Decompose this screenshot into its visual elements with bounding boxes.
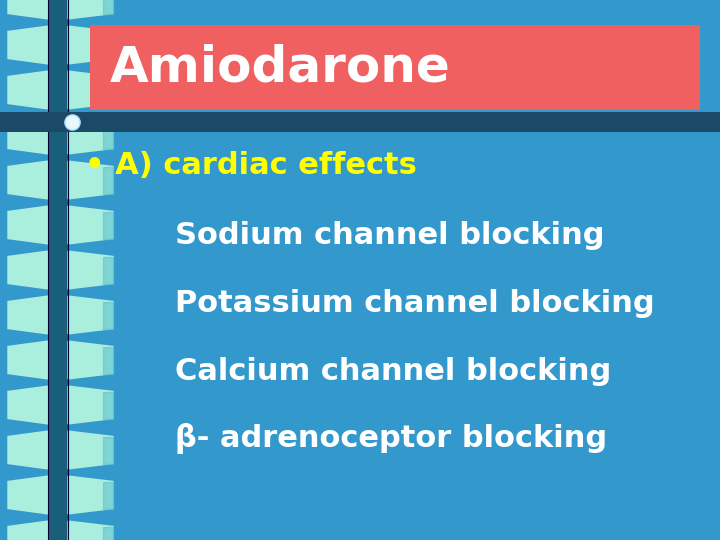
Polygon shape xyxy=(68,251,113,289)
Polygon shape xyxy=(103,392,113,418)
Polygon shape xyxy=(68,0,113,19)
Polygon shape xyxy=(103,436,113,463)
Polygon shape xyxy=(68,386,113,424)
Polygon shape xyxy=(8,296,48,334)
Bar xyxy=(90,25,700,110)
Polygon shape xyxy=(68,521,113,540)
Polygon shape xyxy=(103,166,113,193)
Bar xyxy=(0,112,720,132)
Polygon shape xyxy=(68,161,113,199)
Polygon shape xyxy=(103,0,113,14)
Polygon shape xyxy=(103,482,113,509)
Text: Calcium channel blocking: Calcium channel blocking xyxy=(175,356,611,386)
Polygon shape xyxy=(68,476,113,514)
Polygon shape xyxy=(68,431,113,469)
Polygon shape xyxy=(8,26,48,64)
Polygon shape xyxy=(103,77,113,104)
Polygon shape xyxy=(8,71,48,109)
Polygon shape xyxy=(68,206,113,244)
Bar xyxy=(48,0,68,540)
Polygon shape xyxy=(8,386,48,424)
Polygon shape xyxy=(8,206,48,244)
Polygon shape xyxy=(103,256,113,284)
Polygon shape xyxy=(8,251,48,289)
Polygon shape xyxy=(68,296,113,334)
Polygon shape xyxy=(68,341,113,379)
Polygon shape xyxy=(103,347,113,374)
Polygon shape xyxy=(8,521,48,540)
Polygon shape xyxy=(103,122,113,148)
Polygon shape xyxy=(68,26,113,64)
Text: Potassium channel blocking: Potassium channel blocking xyxy=(175,288,654,318)
Polygon shape xyxy=(8,341,48,379)
Text: β- adrenoceptor blocking: β- adrenoceptor blocking xyxy=(175,423,607,455)
Polygon shape xyxy=(103,526,113,540)
Polygon shape xyxy=(8,116,48,154)
Polygon shape xyxy=(8,0,48,19)
Text: Amiodarone: Amiodarone xyxy=(110,44,451,91)
Text: Sodium channel blocking: Sodium channel blocking xyxy=(175,220,605,249)
Text: • A) cardiac effects: • A) cardiac effects xyxy=(85,151,417,179)
Polygon shape xyxy=(68,71,113,109)
Polygon shape xyxy=(8,431,48,469)
Polygon shape xyxy=(103,212,113,239)
Polygon shape xyxy=(8,476,48,514)
Polygon shape xyxy=(68,116,113,154)
Polygon shape xyxy=(8,161,48,199)
Polygon shape xyxy=(103,301,113,328)
Polygon shape xyxy=(103,31,113,58)
